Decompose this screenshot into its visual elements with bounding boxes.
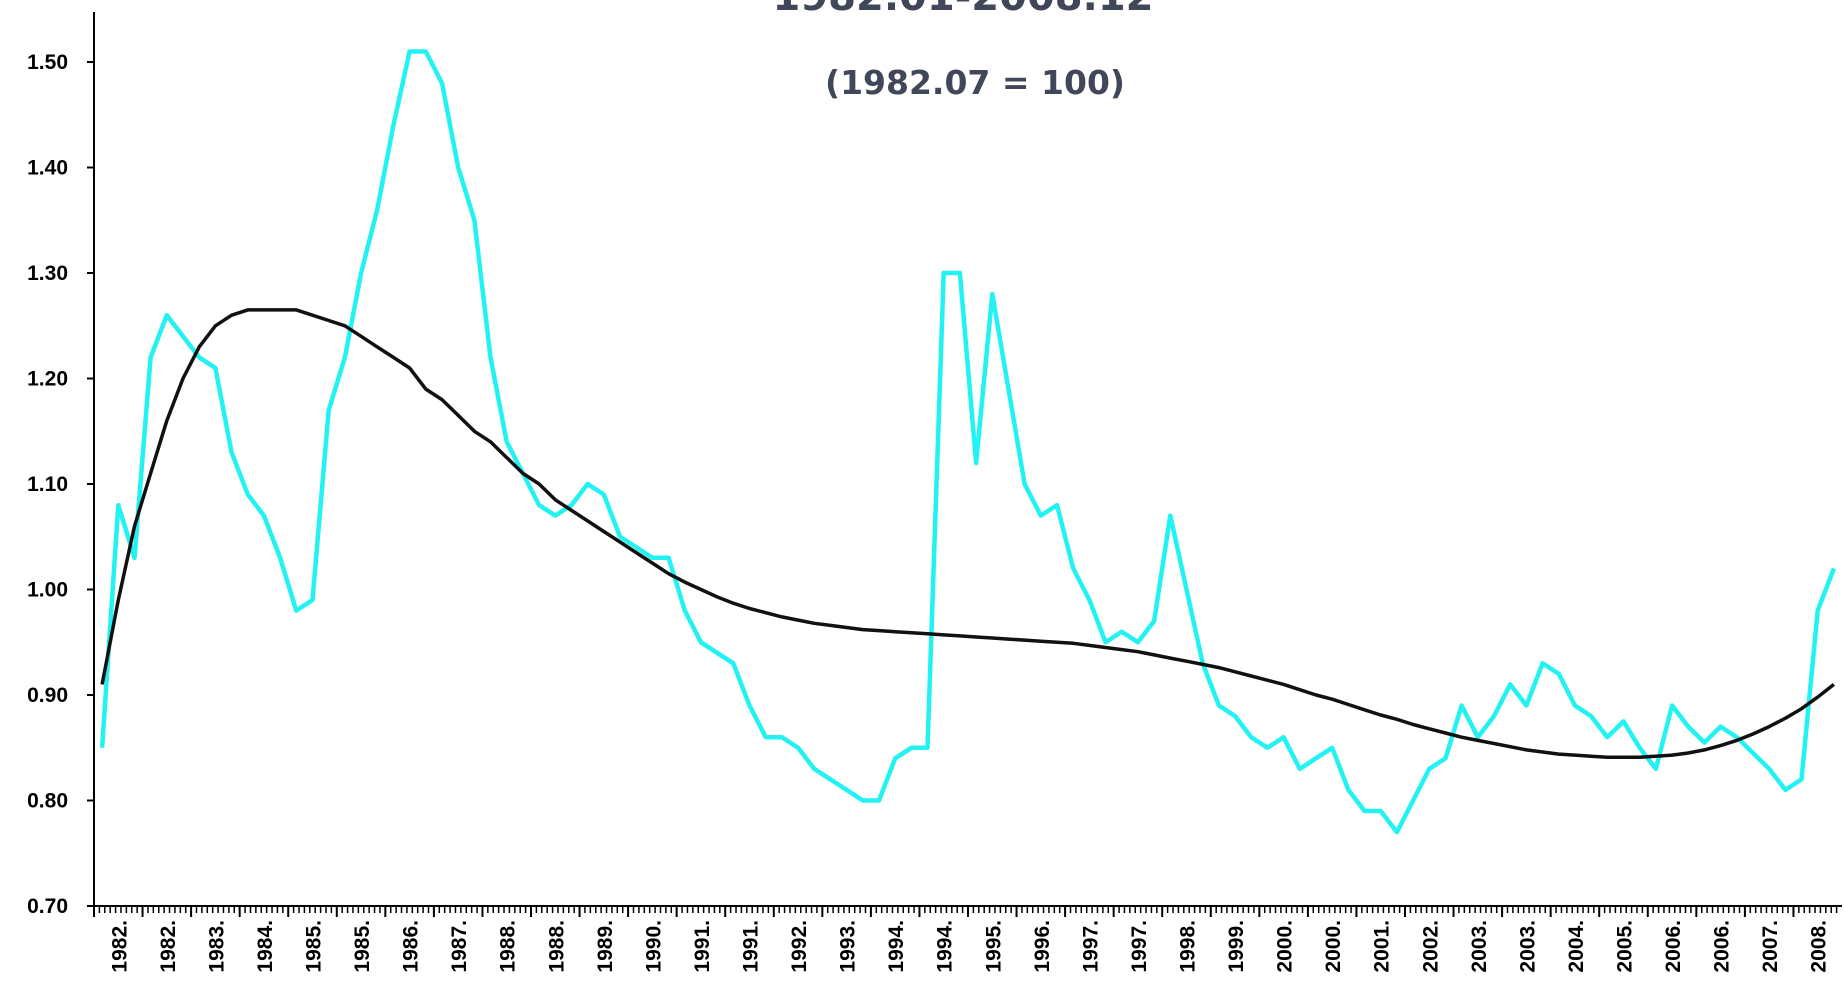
y-tick-label: 0.80: [27, 790, 68, 813]
x-tick-label: 1983.: [205, 920, 228, 973]
x-tick-label: 2006.: [1662, 920, 1685, 973]
x-tick-label: 1986.: [400, 920, 423, 973]
x-tick-label: 2008.: [1808, 920, 1831, 973]
x-tick-label: 1984.: [254, 920, 277, 973]
y-tick-label: 1.30: [27, 262, 68, 285]
x-tick-label: 1999.: [1225, 920, 1248, 973]
x-tick-label: 1982.: [157, 920, 180, 973]
x-tick-label: 1992.: [788, 920, 811, 973]
x-tick-label: 1989.: [594, 920, 617, 973]
series-line: [100, 308, 1835, 759]
x-tick-label: 1996.: [1031, 920, 1054, 973]
x-tick-label: 1988.: [545, 920, 568, 973]
y-tick-label: 1.10: [27, 473, 68, 496]
x-tick-label: 1993.: [837, 920, 860, 973]
x-tick-label: 2003.: [1468, 920, 1491, 973]
x-tick-label: 1985.: [351, 920, 374, 973]
x-tick-label: 2005.: [1614, 920, 1637, 973]
x-tick-label: 2006.: [1711, 920, 1734, 973]
y-tick-label: 1.50: [27, 51, 68, 74]
x-tick-label: 2000.: [1322, 920, 1345, 973]
chart-title: 1982.01-2008.12: [773, 0, 1154, 20]
x-tick-label: 2003.: [1516, 920, 1539, 973]
y-tick-label: 0.90: [27, 684, 68, 707]
x-tick-label: 1991.: [740, 920, 763, 973]
x-tick-label: 1997.: [1079, 920, 1102, 973]
y-tick-label: 1.20: [27, 368, 68, 391]
x-tick-label: 1995.: [982, 920, 1005, 973]
x-tick-label: 1990.: [642, 920, 665, 973]
x-tick-label: 1998.: [1177, 920, 1200, 973]
y-tick-label: 1.00: [27, 579, 68, 602]
x-tick-label: 1987.: [448, 920, 471, 973]
y-tick-label: 0.70: [27, 895, 68, 918]
x-tick-label: 1985.: [303, 920, 326, 973]
x-tick-label: 1991.: [691, 920, 714, 973]
x-tick-label: 2001.: [1371, 920, 1394, 973]
y-tick-label: 1.40: [27, 157, 68, 180]
series-line: [99, 49, 1837, 835]
x-tick-label: 1997.: [1128, 920, 1151, 973]
x-tick-label: 2000.: [1274, 920, 1297, 973]
x-tick-label: 1982.: [108, 920, 131, 973]
x-tick-label: 1994.: [934, 920, 957, 973]
x-tick-label: 1994.: [885, 920, 908, 973]
x-tick-label: 2004.: [1565, 920, 1588, 973]
x-tick-label: 2007.: [1759, 920, 1782, 973]
x-tick-label: 2002.: [1419, 920, 1442, 973]
chart-subtitle: (1982.07 = 100): [825, 63, 1125, 102]
x-tick-label: 1988.: [497, 920, 520, 973]
